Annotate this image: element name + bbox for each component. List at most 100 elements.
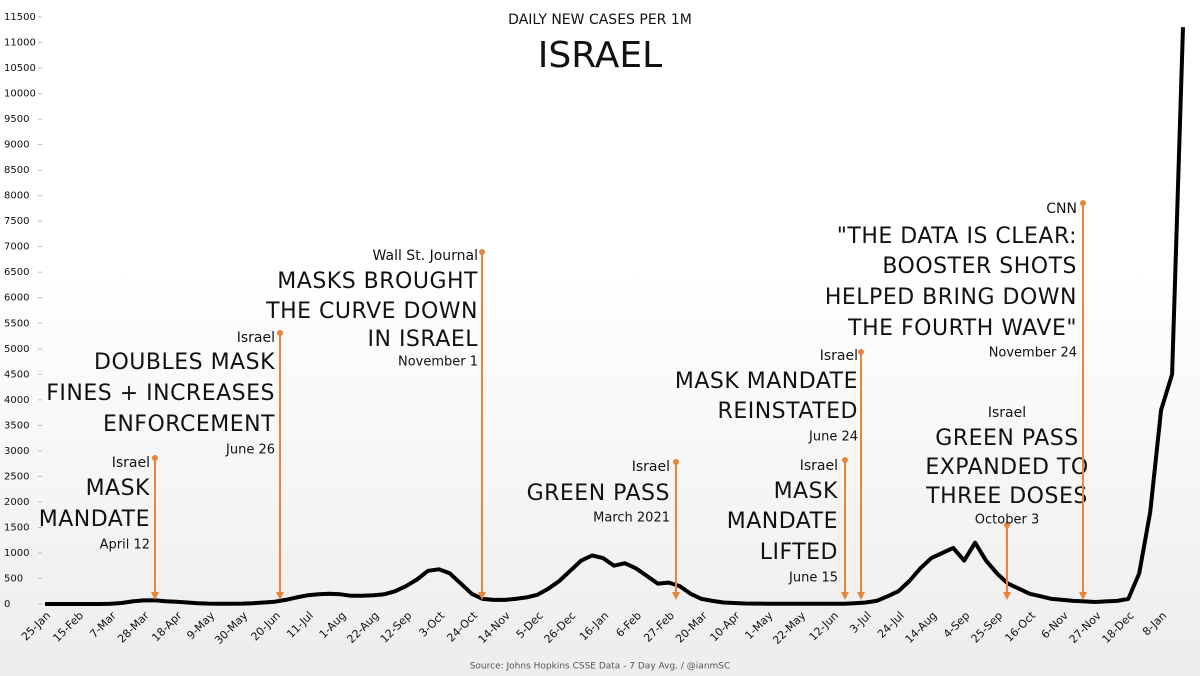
y-tick-label: 6500 xyxy=(4,267,29,278)
annotation-source: Israel xyxy=(800,458,838,474)
annotation-headline: MASKS BROUGHT xyxy=(277,269,478,294)
annotation-headline: MANDATE xyxy=(39,507,150,532)
annotation-headline: BOOSTER SHOTS xyxy=(882,254,1077,279)
x-tick-label: 18-Dec xyxy=(1100,609,1137,646)
annotation-source: Israel xyxy=(237,330,275,346)
x-tick-label: 4-Sep xyxy=(941,609,973,641)
annotation-headline: IN ISRAEL xyxy=(368,327,479,352)
x-tick-label: 30-May xyxy=(212,609,250,647)
y-tick-label: 0 xyxy=(4,599,10,610)
y-tick-label: 7000 xyxy=(4,242,29,253)
x-tick-label: 16-Oct xyxy=(1002,609,1038,645)
y-tick-label: 5500 xyxy=(4,318,29,329)
annotation-dot xyxy=(842,457,848,463)
annotation-date: October 3 xyxy=(975,513,1039,528)
annotation-headline: GREEN PASS xyxy=(935,426,1078,451)
x-tick-label: 11-Jul xyxy=(284,609,316,641)
x-tick-label: 12-Sep xyxy=(378,609,415,646)
x-tick-label: 27-Feb xyxy=(641,609,677,645)
annotation-source: Israel xyxy=(988,405,1026,421)
y-tick-label: 4000 xyxy=(4,395,29,406)
x-tick-label: 25-Sep xyxy=(969,609,1006,646)
annotation-dot xyxy=(1004,522,1010,528)
annotation-arrowhead xyxy=(857,592,865,600)
annotation-headline: GREEN PASS xyxy=(527,481,670,506)
annotation-dot xyxy=(277,330,283,336)
annotation-source: Israel xyxy=(112,455,150,471)
y-tick-label: 1000 xyxy=(4,548,29,559)
annotation-arrowhead xyxy=(151,592,159,600)
annotation-headline: REINSTATED xyxy=(718,399,858,424)
x-tick-label: 3-Jul xyxy=(847,609,874,636)
annotation-date: June 24 xyxy=(808,430,858,445)
y-tick-label: 500 xyxy=(4,573,23,584)
x-tick-label: 6-Feb xyxy=(613,609,644,640)
y-tick-label: 10000 xyxy=(4,89,36,100)
y-tick-label: 1500 xyxy=(4,522,29,533)
annotation-date: June 15 xyxy=(788,571,838,586)
x-tick-label: 22-Aug xyxy=(345,609,382,646)
annotation-arrowhead xyxy=(841,592,849,600)
chart-title: DAILY NEW CASES PER 1M xyxy=(508,12,692,28)
annotation-arrowhead xyxy=(1079,592,1087,600)
y-tick-label: 10500 xyxy=(4,63,36,74)
y-tick-label: 9500 xyxy=(4,114,29,125)
annotation-arrowhead xyxy=(672,592,680,600)
y-tick-label: 5000 xyxy=(4,344,29,355)
y-tick-label: 4500 xyxy=(4,369,29,380)
annotation-dot xyxy=(673,459,679,465)
annotation-source: Wall St. Journal xyxy=(373,248,478,264)
y-tick-label: 8000 xyxy=(4,191,29,202)
annotation-headline: HELPED BRING DOWN xyxy=(825,285,1077,310)
y-tick-label: 2000 xyxy=(4,497,29,508)
y-tick-label: 9000 xyxy=(4,140,29,151)
annotation-headline: LIFTED xyxy=(760,540,838,565)
x-tick-label: 26-Dec xyxy=(542,609,579,646)
x-tick-label: 24-Oct xyxy=(444,609,480,645)
y-tick-label: 11500 xyxy=(4,12,36,23)
y-tick-label: 3500 xyxy=(4,420,29,431)
x-tick-label: 22-May xyxy=(770,609,808,647)
x-tick-label: 20-Jun xyxy=(249,609,284,644)
annotation-source: Israel xyxy=(632,459,670,475)
y-tick-label: 7500 xyxy=(4,216,29,227)
annotation-headline: THE FOURTH WAVE" xyxy=(847,316,1077,341)
annotation-headline: MASK xyxy=(774,479,838,504)
y-tick-label: 8500 xyxy=(4,165,29,176)
x-tick-label: 14-Aug xyxy=(903,609,940,646)
x-tick-label: 27-Nov xyxy=(1067,609,1104,646)
annotation-dot xyxy=(479,249,485,255)
annotation-headline: THREE DOSES xyxy=(925,484,1088,509)
annotation-headline: THE CURVE DOWN xyxy=(265,299,478,324)
annotation-date: March 2021 xyxy=(593,511,670,526)
x-tick-label: 24-Jul xyxy=(875,609,907,641)
line xyxy=(45,27,1185,606)
x-tick-label: 16-Jan xyxy=(577,609,611,643)
x-tick-label: 18-Apr xyxy=(149,609,185,645)
x-tick-label: 8-Jan xyxy=(1140,609,1169,638)
annotation-source: Israel xyxy=(820,348,858,364)
x-tick-label: 10-Apr xyxy=(707,609,743,645)
annotation-arrowhead xyxy=(478,592,486,600)
annotation-dot xyxy=(858,349,864,355)
y-tick-label: 6000 xyxy=(4,293,29,304)
chart-subtitle: ISRAEL xyxy=(538,35,662,76)
annotation-headline: MASK xyxy=(86,476,150,501)
annotation-date: November 24 xyxy=(989,346,1077,361)
annotation-date: April 12 xyxy=(100,538,150,553)
annotation-dot xyxy=(152,455,158,461)
y-tick-label: 11000 xyxy=(4,38,36,49)
x-tick-label: 12-Jun xyxy=(807,609,842,644)
annotation-headline: FINES + INCREASES xyxy=(46,381,275,406)
annotation-headline: ENFORCEMENT xyxy=(103,412,275,437)
annotation-headline: MASK MANDATE xyxy=(675,369,858,394)
annotation-date: November 1 xyxy=(398,355,478,370)
annotation-headline: DOUBLES MASK xyxy=(94,350,275,375)
annotation-source: CNN xyxy=(1046,201,1077,217)
annotation-date: June 26 xyxy=(225,443,275,458)
annotation-headline: EXPANDED TO xyxy=(925,455,1088,480)
y-tick-label: 2500 xyxy=(4,471,29,482)
annotation-arrowhead xyxy=(276,592,284,600)
x-tick-label: 20-Mar xyxy=(673,609,710,646)
